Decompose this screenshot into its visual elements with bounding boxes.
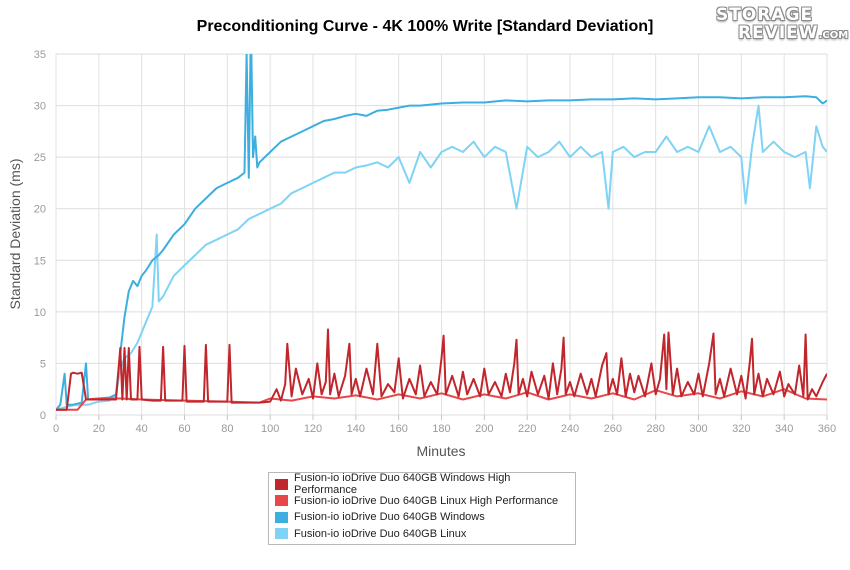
x-tick-label: 280	[646, 423, 664, 435]
chart-legend: Fusion-io ioDrive Duo 640GB Windows High…	[268, 472, 576, 545]
series-line-2	[56, 54, 827, 411]
x-tick-label: 300	[689, 423, 707, 435]
logo-line-1: STORAGE	[716, 5, 814, 25]
x-tick-label: 40	[136, 423, 148, 435]
legend-item: Fusion-io ioDrive Duo 640GB Windows	[275, 509, 569, 526]
legend-label: Fusion-io ioDrive Duo 640GB Windows High…	[294, 472, 511, 497]
legend-swatch	[275, 495, 288, 507]
series-line-3	[56, 104, 827, 411]
y-tick-label: 20	[34, 204, 46, 216]
y-tick-label: 10	[34, 307, 46, 319]
x-tick-label: 160	[389, 423, 407, 435]
logo-line-2-main: REVIEW	[738, 23, 819, 43]
series-line-0	[56, 328, 827, 411]
logo-line-2-suffix: .COM	[818, 30, 849, 41]
x-tick-label: 120	[304, 423, 322, 435]
series-layer	[56, 54, 827, 411]
x-tick-label: 360	[818, 423, 836, 435]
x-tick-label: 60	[178, 423, 190, 435]
legend-label: Fusion-io ioDrive Duo 640GB Linux	[294, 527, 467, 540]
legend-item: Fusion-io ioDrive Duo 640GB Windows High…	[275, 472, 569, 496]
chart-title: Preconditioning Curve - 4K 100% Write [S…	[196, 18, 654, 35]
x-tick-label: 140	[347, 423, 365, 435]
legend-swatch	[275, 478, 288, 490]
y-tick-label: 5	[40, 358, 46, 370]
y-tick-label: 30	[34, 101, 46, 113]
x-tick-label: 340	[775, 423, 793, 435]
y-tick-label: 0	[40, 410, 46, 422]
y-tick-label: 15	[34, 255, 46, 267]
x-tick-label: 200	[475, 423, 493, 435]
logo-line-2: REVIEW.COM	[716, 23, 848, 45]
x-tick-label: 20	[93, 423, 105, 435]
x-tick-label: 320	[732, 423, 750, 435]
y-tick-label: 25	[34, 152, 46, 164]
legend-item: Fusion-io ioDrive Duo 640GB Linux High P…	[275, 493, 569, 510]
x-axis-label: Minutes	[416, 443, 465, 459]
legend-swatch	[275, 528, 288, 540]
legend-label: Fusion-io ioDrive Duo 640GB Linux High P…	[294, 494, 559, 507]
x-tick-label: 0	[53, 423, 59, 435]
legend-item: Fusion-io ioDrive Duo 640GB Linux	[275, 526, 569, 543]
legend-label: Fusion-io ioDrive Duo 640GB Windows	[294, 511, 485, 524]
x-tick-label: 100	[261, 423, 279, 435]
axis-layer: 0 5 10 15 20 25 30 35 0 20 40 60 80 100 120 140 160 180 20…	[34, 49, 836, 435]
x-tick-label: 180	[432, 423, 450, 435]
legend-swatch	[275, 511, 288, 523]
x-tick-label: 220	[518, 423, 536, 435]
x-tick-label: 260	[604, 423, 622, 435]
storagereview-logo: STORAGE REVIEW.COM	[716, 5, 848, 46]
y-tick-label: 35	[34, 49, 46, 61]
y-axis-label: Standard Deviation (ms)	[7, 159, 23, 310]
x-tick-label: 80	[221, 423, 233, 435]
x-tick-label: 240	[561, 423, 579, 435]
